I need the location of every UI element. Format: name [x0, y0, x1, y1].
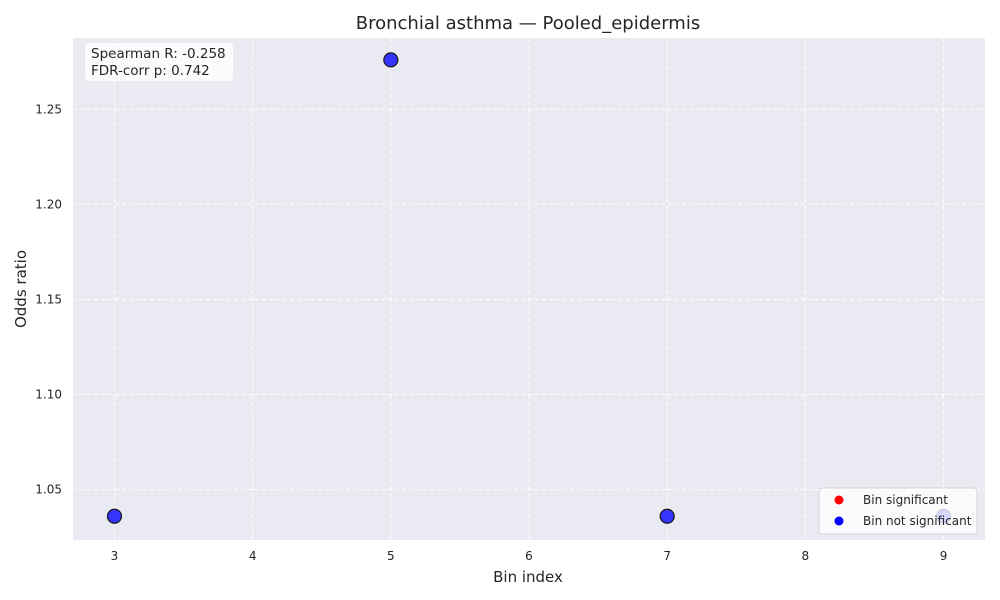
y-tick-label: 1.25 [35, 102, 62, 116]
x-tick-label: 8 [802, 549, 810, 563]
x-axis-label: Bin index [493, 568, 563, 586]
data-point [383, 52, 399, 68]
x-axis-ticks: 3 4 5 6 7 8 9 [111, 549, 948, 563]
y-tick-label: 1.05 [35, 483, 62, 497]
legend-label-not-significant: Bin not significant [863, 514, 972, 528]
y-tick-label: 1.10 [35, 388, 62, 402]
y-tick-label: 1.20 [35, 197, 62, 211]
chart-title: Bronchial asthma — Pooled_epidermis [356, 13, 700, 34]
fdr-p-text: FDR-corr p: 0.742 [91, 63, 210, 79]
x-tick-label: 6 [525, 549, 533, 563]
x-tick-label: 5 [387, 549, 395, 563]
data-point [659, 508, 675, 524]
x-tick-label: 9 [940, 549, 948, 563]
data-point [106, 508, 123, 524]
y-axis-ticks: 1.05 1.10 1.15 1.20 1.25 [35, 102, 62, 496]
legend-marker-significant [834, 495, 844, 505]
legend-marker-not-significant [834, 516, 844, 526]
y-axis-label: Odds ratio [12, 250, 30, 328]
x-tick-label: 7 [663, 549, 671, 563]
x-tick-label: 3 [111, 549, 119, 563]
legend-label-significant: Bin significant [863, 493, 948, 507]
y-tick-label: 1.15 [35, 292, 62, 306]
spearman-r-text: Spearman R: -0.258 [91, 46, 226, 62]
plot-area [73, 38, 985, 540]
stats-annotation: Spearman R: -0.258 FDR-corr p: 0.742 [85, 43, 233, 81]
x-tick-label: 4 [249, 549, 257, 563]
legend: Bin significant Bin not significant [818, 487, 978, 535]
